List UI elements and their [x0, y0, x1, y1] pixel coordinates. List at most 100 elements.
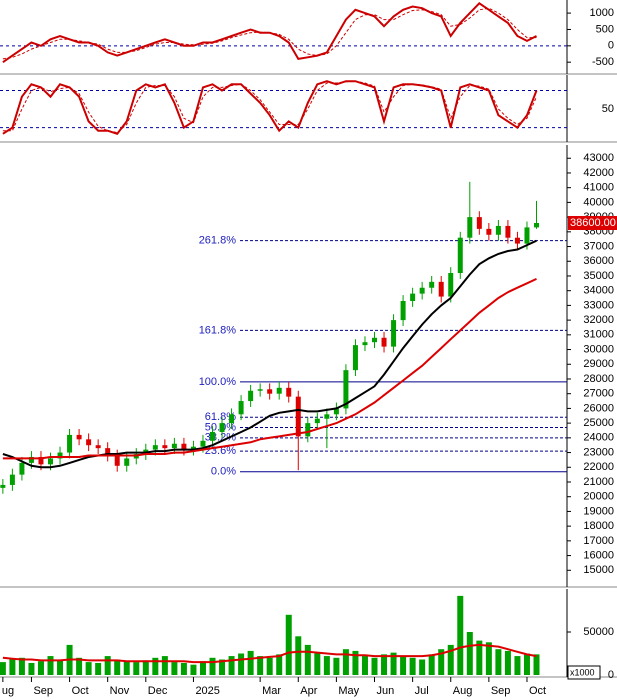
- candle-body: [400, 300, 406, 321]
- candle-body: [343, 370, 349, 409]
- volume-bar: [304, 644, 311, 675]
- y-tick-label: 50: [602, 103, 614, 115]
- y-tick-label: 24000: [583, 432, 614, 444]
- volume-bar: [57, 659, 64, 675]
- y-tick-label: 27000: [583, 388, 614, 400]
- x-tick-label: Apr: [300, 685, 317, 697]
- fib-label: 161.8%: [199, 324, 237, 336]
- volume-bar: [104, 656, 111, 675]
- volume-bar: [180, 662, 187, 675]
- y-tick-label: 30000: [583, 343, 614, 355]
- candle-body: [229, 414, 235, 424]
- volume-bar: [47, 656, 54, 675]
- volume-bar: [209, 657, 216, 675]
- candle-body: [200, 440, 206, 447]
- volume-bar: [381, 654, 388, 675]
- volume-bar: [333, 657, 340, 675]
- candle-body: [181, 443, 187, 450]
- candle-body: [28, 456, 34, 463]
- volume-bar: [295, 636, 302, 675]
- candle-body: [410, 293, 416, 301]
- candle-body: [267, 389, 273, 394]
- line: [2, 7, 537, 60]
- volume-bar: [371, 657, 378, 675]
- volume-bar: [142, 660, 149, 675]
- volume-bar: [466, 632, 473, 675]
- volume-bar: [419, 659, 426, 675]
- volume-bar: [257, 656, 264, 675]
- candle-body: [86, 439, 92, 446]
- x-tick-label: Mar: [262, 685, 281, 697]
- candle-body: [238, 401, 244, 415]
- volume-bar: [476, 640, 483, 675]
- y-tick-label: 33000: [583, 299, 614, 311]
- y-tick-label: 50000: [583, 626, 614, 638]
- y-tick-label: 35000: [583, 270, 614, 282]
- price-label: 38600.00: [570, 217, 616, 229]
- candle-body: [476, 217, 482, 229]
- y-tick-label: 31000: [583, 329, 614, 341]
- y-tick-label: 23000: [583, 446, 614, 458]
- volume-bar: [18, 657, 25, 675]
- unit-box: [567, 665, 601, 680]
- candle-body: [391, 320, 397, 347]
- volume-bar: [238, 653, 245, 675]
- y-tick-label: 43000: [583, 152, 614, 164]
- volume-bar: [28, 662, 35, 675]
- fib-label: 100.0%: [199, 376, 237, 388]
- volume-bar: [171, 662, 178, 675]
- y-tick-label: 28000: [583, 373, 614, 385]
- candle-body: [362, 342, 368, 346]
- candle-body: [438, 281, 444, 297]
- y-tick-label: 42000: [583, 167, 614, 179]
- candle-body: [162, 445, 168, 449]
- volume-bar: [495, 649, 502, 675]
- candle-body: [352, 345, 358, 371]
- price-box: [568, 215, 617, 230]
- unit-label: x1000: [570, 667, 595, 677]
- volume-bar: [438, 649, 445, 675]
- volume-bar: [37, 661, 44, 675]
- volume-bar: [457, 595, 464, 675]
- candle-body: [448, 273, 454, 297]
- volume-bar: [447, 644, 454, 675]
- volume-bar: [152, 657, 159, 675]
- y-tick-label: -500: [592, 56, 614, 68]
- candle-body: [38, 456, 44, 465]
- x-tick-label: Jun: [377, 685, 395, 697]
- y-tick-label: 36000: [583, 255, 614, 267]
- candle-body: [486, 228, 492, 235]
- candle-body: [171, 443, 177, 449]
- volume-bar: [428, 654, 435, 675]
- fib-label: 61.8%: [205, 411, 236, 423]
- candle-body: [505, 225, 511, 238]
- volume-bar: [504, 650, 511, 675]
- candle-body: [248, 390, 254, 402]
- candle-body: [152, 445, 158, 450]
- candle-body: [295, 396, 301, 437]
- volume-bar: [219, 659, 226, 675]
- volume-bar: [95, 662, 102, 675]
- candle-body: [305, 423, 311, 437]
- y-tick-label: 500: [596, 23, 614, 35]
- volume-bar: [533, 654, 540, 675]
- candle-body: [257, 389, 263, 391]
- candle-body: [457, 237, 463, 274]
- volume-bar: [361, 656, 368, 675]
- volume-bar: [266, 657, 273, 675]
- y-tick-label: 15000: [583, 564, 614, 576]
- candle-body: [114, 455, 120, 466]
- volume-bar: [123, 661, 130, 675]
- volume-bar: [409, 657, 416, 675]
- line: [2, 643, 537, 664]
- x-tick-label: Aug: [453, 685, 473, 697]
- volume-bar: [485, 642, 492, 675]
- volume-bar: [133, 662, 140, 675]
- candle-body: [495, 225, 501, 235]
- volume-bar: [9, 659, 16, 675]
- volume-bar: [190, 664, 197, 675]
- y-tick-label: 19000: [583, 505, 614, 517]
- x-tick-label: Oct: [529, 685, 546, 697]
- volume-bar: [276, 654, 283, 675]
